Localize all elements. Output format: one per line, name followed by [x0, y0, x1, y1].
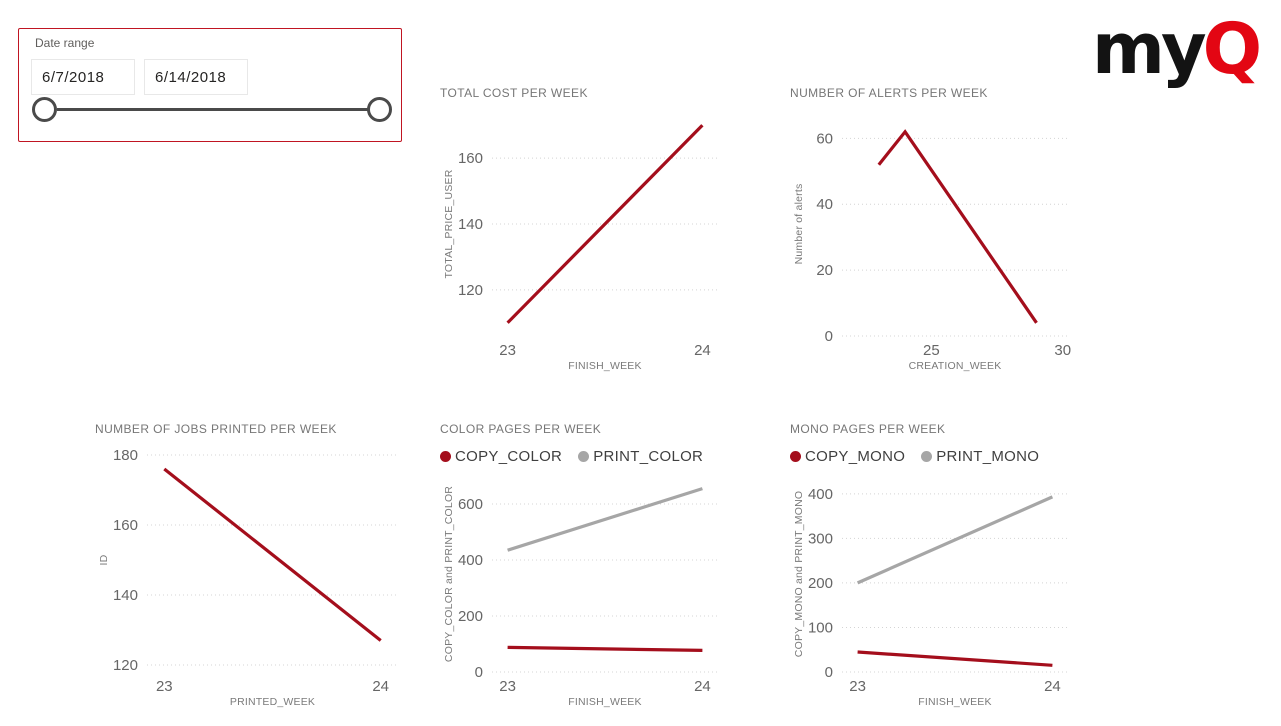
chart-title: COLOR PAGES PER WEEK	[440, 422, 602, 436]
svg-text:20: 20	[816, 262, 833, 279]
chart-plot-area[interactable]: 120 140 160 180 23 24 ID PRINTED_WEEK	[95, 442, 412, 712]
svg-text:600: 600	[458, 496, 483, 513]
svg-text:100: 100	[808, 619, 833, 636]
date-range-label: Date range	[35, 36, 95, 50]
chart-plot-area[interactable]: 0 100 200 300 400 23 24 COPY_MONO and PRINT_MON…	[790, 470, 1082, 712]
svg-text:30: 30	[1054, 342, 1071, 359]
svg-text:120: 120	[113, 657, 138, 674]
legend-label: COPY_COLOR	[455, 447, 563, 465]
svg-text:FINISH_WEEK: FINISH_WEEK	[918, 696, 991, 708]
svg-text:300: 300	[808, 530, 833, 547]
legend-label: PRINT_COLOR	[593, 447, 704, 465]
svg-text:Number of alerts: Number of alerts	[793, 184, 805, 265]
svg-text:160: 160	[458, 150, 483, 167]
svg-text:25: 25	[923, 342, 940, 359]
svg-text:COPY_MONO and PRINT_MONO: COPY_MONO and PRINT_MONO	[793, 491, 805, 657]
legend-dot-red-icon	[790, 450, 801, 462]
svg-text:FINISH_WEEK: FINISH_WEEK	[568, 360, 641, 372]
chart-title: NUMBER OF ALERTS PER WEEK	[790, 86, 988, 100]
myq-logo: myQ	[1092, 14, 1262, 84]
svg-text:120: 120	[458, 282, 483, 299]
svg-text:200: 200	[808, 575, 833, 592]
svg-text:400: 400	[808, 486, 833, 503]
date-range-slicer: Date range	[18, 28, 402, 142]
myq-logo-text-my: my	[1092, 8, 1207, 90]
svg-text:200: 200	[458, 608, 483, 625]
legend-label: COPY_MONO	[805, 447, 906, 465]
chart-total-cost-per-week[interactable]: TOTAL COST PER WEEK 120 140 160 23 24 TOTAL_P…	[440, 86, 732, 376]
svg-text:23: 23	[849, 678, 866, 695]
chart-plot-area[interactable]: 0 20 40 60 25 30 Number of alerts CREATION_WEEK	[790, 106, 1082, 376]
chart-number-of-jobs-printed-per-week[interactable]: NUMBER OF JOBS PRINTED PER WEEK 120 140 16…	[95, 422, 412, 712]
chart-plot-area[interactable]: 0 200 400 600 23 24 COPY_COLOR and PRINT_COLOR…	[440, 470, 732, 712]
svg-text:23: 23	[499, 678, 516, 695]
date-slider-handle-end[interactable]	[367, 97, 392, 122]
svg-text:CREATION_WEEK: CREATION_WEEK	[909, 360, 1002, 372]
svg-text:23: 23	[499, 342, 516, 359]
svg-text:0: 0	[475, 664, 483, 681]
legend-item-print-color[interactable]: PRINT_COLOR	[578, 448, 703, 465]
chart-legend: COPY_COLOR PRINT_COLOR	[440, 442, 732, 470]
legend-item-copy-color[interactable]: COPY_COLOR	[440, 448, 562, 465]
chart-title: TOTAL COST PER WEEK	[440, 86, 588, 100]
date-slider-track[interactable]	[57, 108, 379, 111]
svg-text:ID: ID	[98, 554, 110, 565]
legend-dot-gray-icon	[578, 450, 590, 462]
svg-text:24: 24	[694, 678, 711, 695]
chart-legend: COPY_MONO PRINT_MONO	[790, 442, 1082, 470]
legend-item-print-mono[interactable]: PRINT_MONO	[921, 448, 1039, 465]
svg-text:24: 24	[372, 678, 389, 695]
chart-title: NUMBER OF JOBS PRINTED PER WEEK	[95, 422, 337, 436]
chart-plot-area[interactable]: 120 140 160 23 24 TOTAL_PRICE_USER FINISH_WEEK	[440, 106, 732, 376]
legend-item-copy-mono[interactable]: COPY_MONO	[790, 448, 905, 465]
svg-text:24: 24	[1044, 678, 1061, 695]
svg-text:COPY_COLOR and PRINT_COLOR: COPY_COLOR and PRINT_COLOR	[443, 486, 455, 662]
legend-dot-red-icon	[440, 450, 451, 462]
date-slider-handle-start[interactable]	[32, 97, 57, 122]
svg-text:160: 160	[113, 517, 138, 534]
legend-dot-gray-icon	[921, 450, 933, 462]
svg-text:0: 0	[825, 328, 833, 345]
chart-number-of-alerts-per-week[interactable]: NUMBER OF ALERTS PER WEEK 0 20 40 60 25 30 Num…	[790, 86, 1082, 376]
svg-text:140: 140	[458, 216, 483, 233]
date-end-input[interactable]	[144, 59, 248, 95]
chart-mono-pages-per-week[interactable]: MONO PAGES PER WEEK COPY_MONO PRINT_MONO…	[790, 422, 1082, 712]
chart-title: MONO PAGES PER WEEK	[790, 422, 946, 436]
svg-text:24: 24	[694, 342, 711, 359]
legend-label: PRINT_MONO	[936, 447, 1040, 465]
svg-text:140: 140	[113, 587, 138, 604]
svg-text:40: 40	[816, 196, 833, 213]
svg-text:60: 60	[816, 130, 833, 147]
svg-text:400: 400	[458, 552, 483, 569]
svg-text:TOTAL_PRICE_USER: TOTAL_PRICE_USER	[443, 169, 455, 278]
svg-text:23: 23	[156, 678, 173, 695]
svg-text:FINISH_WEEK: FINISH_WEEK	[568, 696, 641, 708]
svg-text:180: 180	[113, 447, 138, 464]
svg-text:PRINTED_WEEK: PRINTED_WEEK	[230, 696, 315, 708]
svg-text:0: 0	[825, 664, 833, 681]
date-start-input[interactable]	[31, 59, 135, 95]
myq-logo-text-q: Q	[1202, 8, 1262, 90]
chart-color-pages-per-week[interactable]: COLOR PAGES PER WEEK COPY_COLOR PRINT_CO…	[440, 422, 732, 712]
